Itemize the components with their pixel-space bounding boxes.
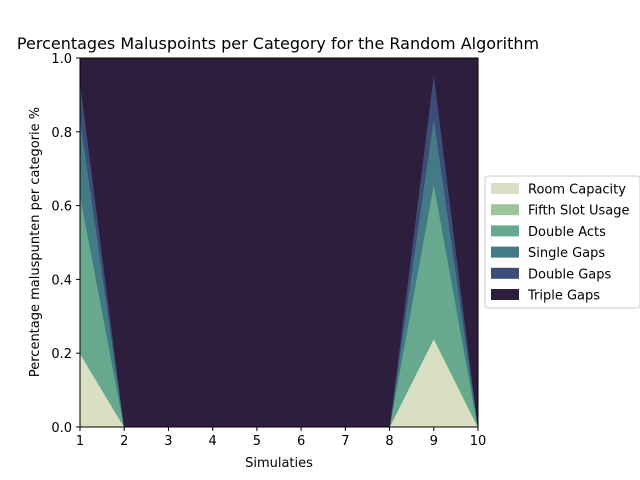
y-tick-label: 0.4	[51, 273, 72, 288]
legend-box	[484, 175, 640, 309]
legend-swatch-single-gaps	[491, 246, 519, 258]
legend-swatch-fifth-slot-usage	[491, 204, 519, 216]
legend-label-double-acts: Double Acts	[528, 225, 606, 240]
legend-label-double-gaps: Double Gaps	[528, 267, 611, 282]
y-axis: 0.0 0.2 0.4 0.6 0.8 1.0	[51, 52, 80, 436]
x-tick-label: 5	[253, 434, 261, 449]
x-tick-label: 6	[297, 434, 305, 449]
y-axis-label: Percentage maluspunten per categorie %	[28, 107, 43, 377]
x-tick-label: 4	[209, 434, 217, 449]
y-tick-label: 0.0	[51, 421, 72, 436]
x-tick-label: 3	[164, 434, 172, 449]
x-tick-label: 2	[120, 434, 128, 449]
y-tick-label: 0.8	[51, 126, 72, 141]
legend-swatch-double-gaps	[491, 267, 519, 279]
legend-swatch-triple-gaps	[491, 289, 519, 300]
legend-swatch-room-capacity	[491, 183, 519, 194]
x-tick-label: 7	[341, 434, 349, 449]
plot-frame	[79, 57, 479, 428]
y-tick-label: 1.0	[51, 52, 72, 67]
x-tick-label: 10	[470, 434, 487, 449]
x-tick-label: 1	[76, 434, 84, 449]
x-tick-label: 8	[385, 434, 393, 449]
y-tick-label: 0.2	[51, 347, 72, 362]
legend-label-room-capacity: Room Capacity	[528, 183, 626, 198]
chart-title: Percentages Maluspoints per Category for…	[17, 34, 539, 53]
y-tick-label: 0.6	[51, 200, 72, 215]
legend-label-single-gaps: Single Gaps	[528, 246, 605, 261]
legend: Room Capacity Fifth Slot Usage Double Acts…	[484, 175, 640, 309]
legend-label-fifth-slot-usage: Fifth Slot Usage	[528, 204, 630, 219]
x-axis: 1 2 3 4 5 6 7 8 9 10	[76, 427, 486, 449]
x-axis-label: Simulaties	[245, 456, 313, 471]
area-series-group	[79, 57, 479, 428]
legend-swatch-double-acts	[491, 225, 519, 237]
legend-label-triple-gaps: Triple Gaps	[527, 289, 600, 304]
x-tick-label: 9	[430, 434, 438, 449]
